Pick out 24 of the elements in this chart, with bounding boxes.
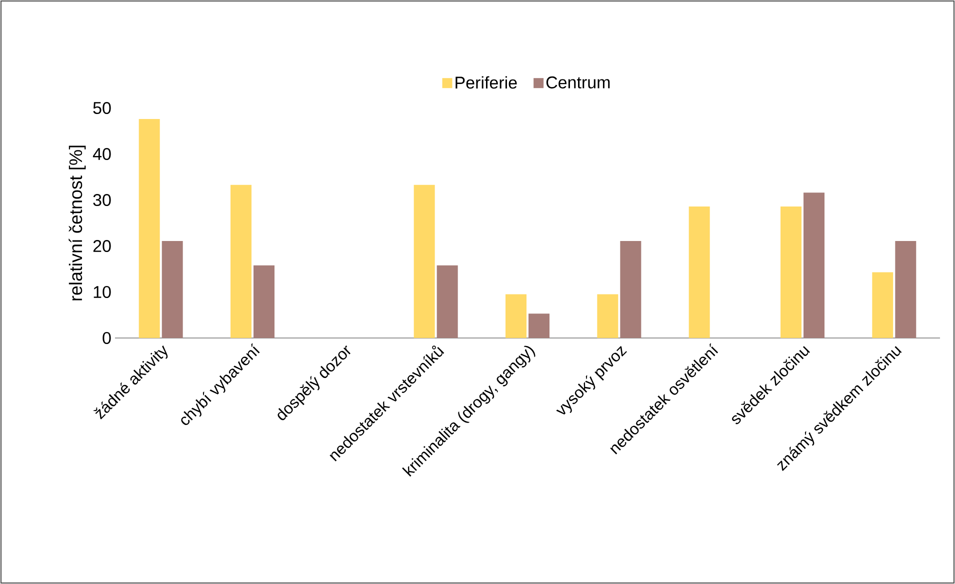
bar [528, 314, 550, 338]
bar [895, 240, 916, 338]
bar [872, 272, 894, 338]
y-tick-label: 0 [102, 332, 111, 344]
bar [597, 294, 618, 338]
y-tick-label: 20 [93, 240, 111, 252]
bar [804, 192, 824, 338]
legend-label: Centrum [546, 76, 610, 88]
bar [436, 265, 458, 338]
y-axis-title: relativní četnost [%] [68, 146, 86, 300]
legend-label: Periferie [456, 76, 517, 89]
bar [620, 240, 642, 338]
y-tick-label: 10 [94, 286, 111, 298]
y-tick-label: 40 [92, 148, 111, 160]
bar [230, 184, 252, 338]
bar [506, 294, 527, 338]
bar [688, 206, 710, 338]
bar [138, 119, 160, 338]
y-tick-label: 50 [93, 102, 111, 114]
bar [162, 240, 183, 338]
bar [254, 265, 275, 338]
bar [780, 206, 802, 338]
y-tick-label: 30 [93, 194, 111, 206]
bar [414, 184, 435, 338]
